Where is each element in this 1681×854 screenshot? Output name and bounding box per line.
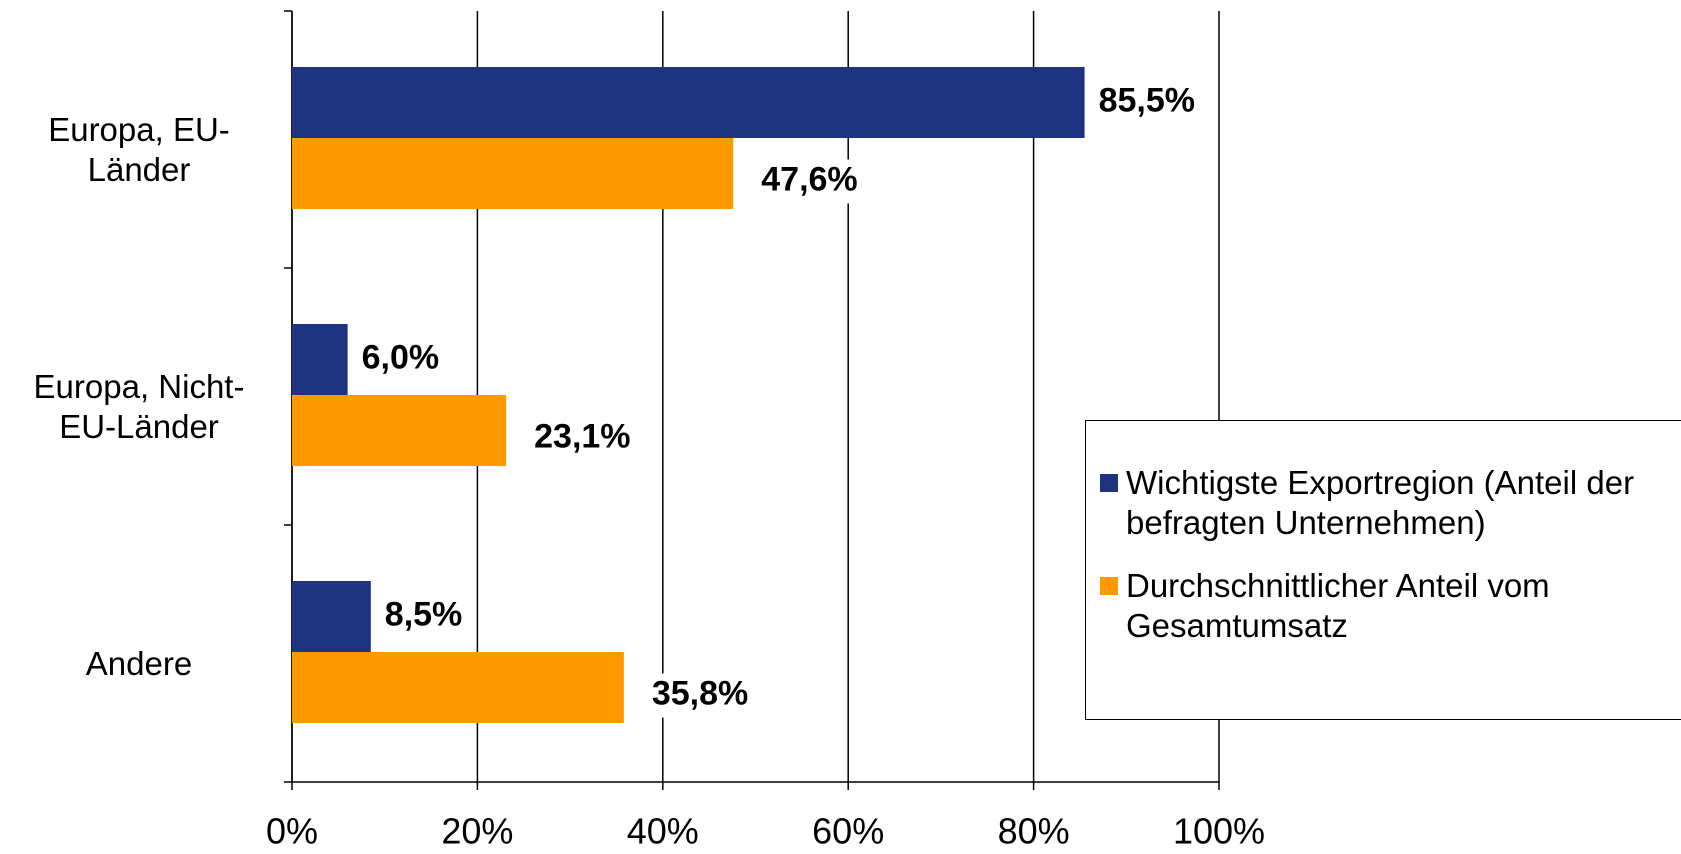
label-bg [380, 594, 467, 639]
bar [292, 652, 624, 723]
bar [292, 138, 734, 209]
value-label: 8,5% [385, 595, 463, 633]
bar [292, 581, 371, 652]
value-label: 85,5% [1099, 81, 1195, 119]
x-tick-label: 60% [812, 811, 884, 852]
legend-swatch [1100, 474, 1118, 492]
x-tick-label: 40% [627, 811, 699, 852]
bar [292, 67, 1085, 138]
x-tick-label: 100% [1173, 811, 1265, 852]
legend: Wichtigste Exportregion (Anteil der befr… [1085, 420, 1681, 720]
legend-label: Durchschnittlicher Anteil vom Gesamtumsa… [1126, 567, 1550, 644]
y-tick-label: Andere [85, 644, 193, 682]
y-tick-label: Europa, Nicht- EU-Länder [33, 367, 245, 445]
label-bg [757, 159, 862, 204]
value-label: 47,6% [761, 160, 857, 198]
legend-swatch [1100, 577, 1118, 595]
x-tick-label: 0% [266, 811, 318, 852]
bar [292, 395, 507, 466]
legend-item: Wichtigste Exportregion (Anteil der befr… [1100, 463, 1660, 543]
value-label: 23,1% [534, 417, 630, 455]
y-tick-label: Europa, EU- Länder [48, 110, 230, 188]
value-label: 6,0% [362, 338, 440, 376]
label-bg [647, 673, 753, 718]
x-tick-label: 80% [998, 811, 1070, 852]
legend-item: Durchschnittlicher Anteil vom Gesamtumsa… [1100, 566, 1660, 646]
label-bg [357, 337, 444, 382]
bar [292, 324, 348, 395]
value-label: 35,8% [652, 674, 748, 712]
x-tick-label: 20% [441, 811, 513, 852]
label-bg [1094, 80, 1199, 125]
legend-label: Wichtigste Exportregion (Anteil der befr… [1126, 464, 1635, 541]
label-bg [530, 416, 635, 461]
